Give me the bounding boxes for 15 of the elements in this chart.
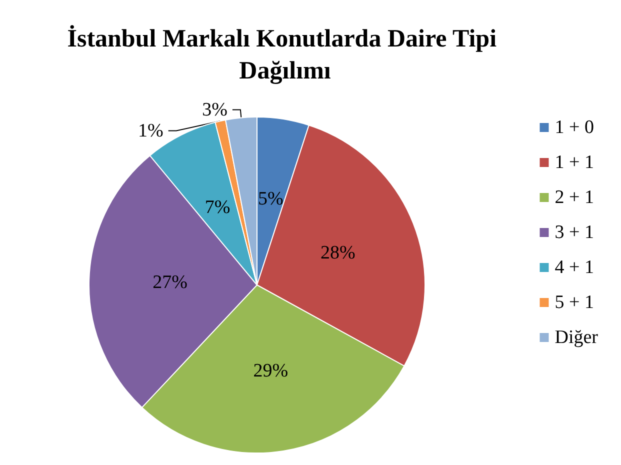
data-label: 3% xyxy=(202,99,228,120)
legend-label: 1 + 1 xyxy=(554,152,594,173)
data-label: 7% xyxy=(204,196,230,218)
legend-label: Diğer xyxy=(554,327,599,348)
legend-label: 2 + 1 xyxy=(554,187,594,208)
data-label: 28% xyxy=(320,242,356,264)
data-label: 27% xyxy=(152,272,188,293)
chart-title: İstanbul Markalı Konutlarda Daire Tipi Dağılımı xyxy=(67,24,503,84)
data-label: 29% xyxy=(253,360,288,382)
data-label: 1% xyxy=(138,120,164,142)
data-label: 5% xyxy=(258,188,284,210)
legend-label: 3 + 1 xyxy=(554,222,594,243)
legend-label: 4 + 1 xyxy=(554,257,594,278)
legend-label: 5 + 1 xyxy=(554,292,594,313)
legend-label: 1 + 0 xyxy=(554,117,594,138)
